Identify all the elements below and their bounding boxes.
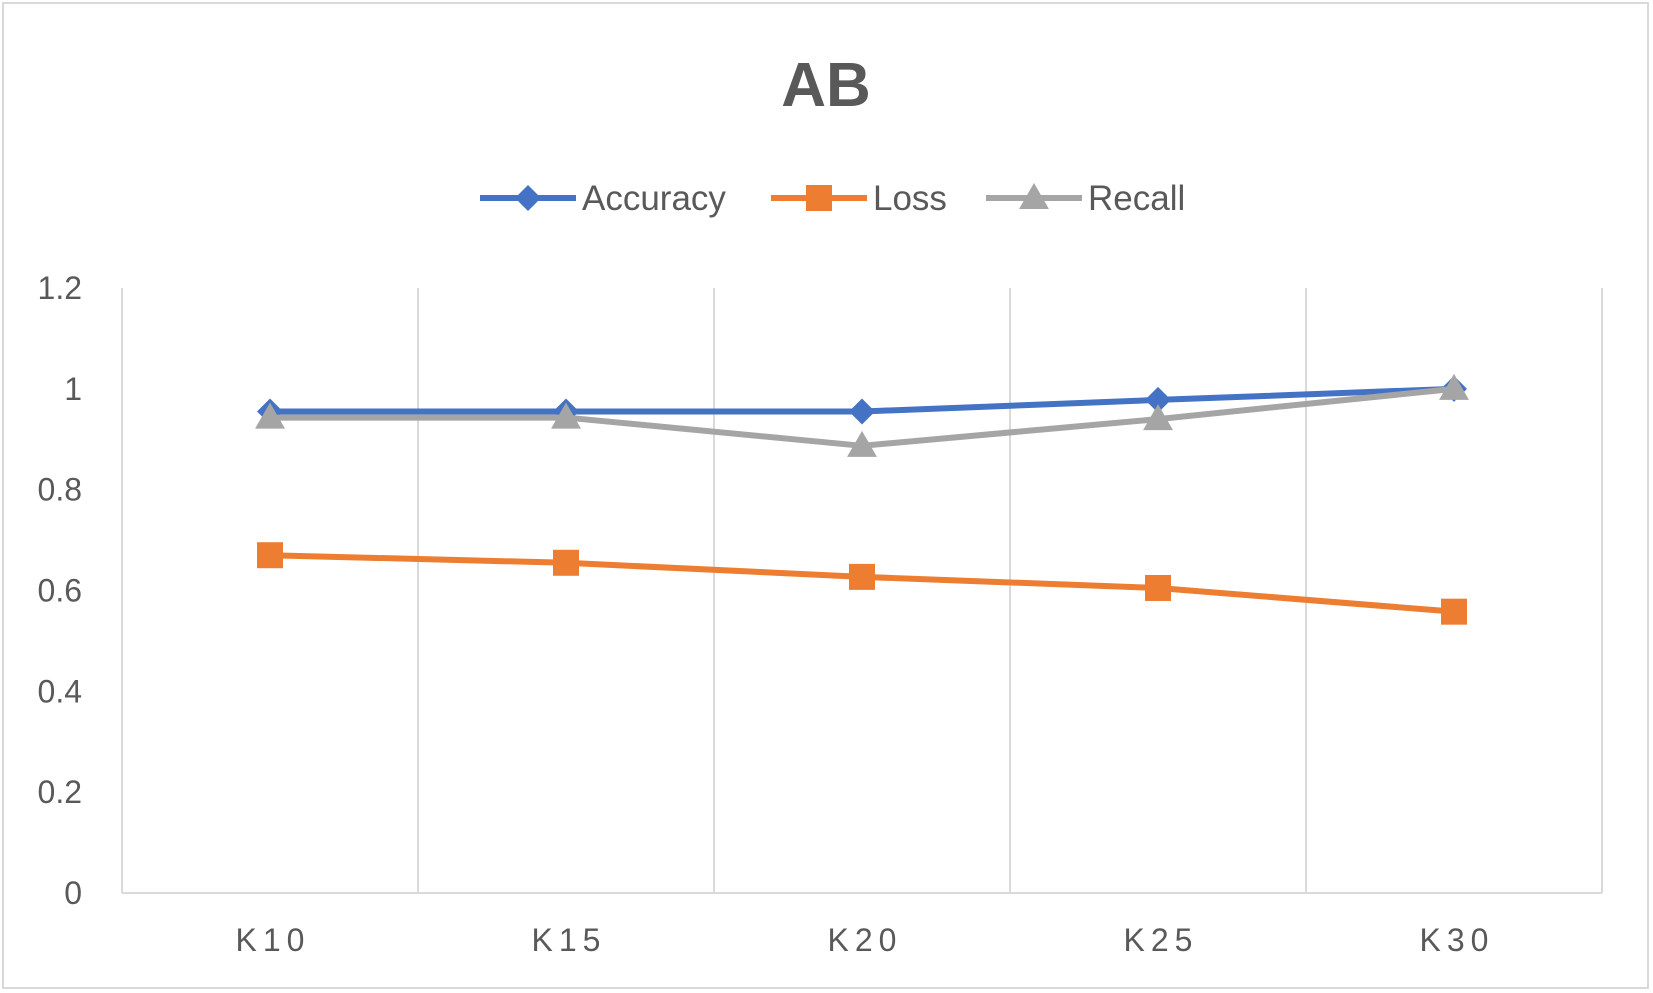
data-point-triangle — [847, 430, 877, 457]
y-tick-label: 1 — [64, 371, 82, 407]
x-tick-label: K30 — [1420, 922, 1495, 958]
series-layer — [255, 373, 1469, 625]
gridlines — [121, 288, 1603, 893]
data-point-diamond — [1145, 386, 1171, 413]
y-tick-label: 0 — [64, 875, 82, 911]
legend-item-recall: Recall — [986, 179, 1185, 218]
y-tick-label: 0.2 — [38, 774, 82, 810]
x-axis: K10 K15 K20 K25 K30 — [122, 892, 1602, 958]
data-point-triangle — [1439, 373, 1469, 400]
legend-label: Accuracy — [582, 179, 726, 218]
legend-item-accuracy: Accuracy — [480, 179, 726, 218]
data-point-square — [849, 563, 875, 590]
legend-label: Recall — [1088, 179, 1185, 218]
data-point-square — [1145, 574, 1171, 601]
x-tick-label: K20 — [828, 922, 903, 958]
y-tick-label: 1.2 — [38, 270, 82, 306]
y-tick-label: 0.6 — [38, 573, 82, 609]
data-point-triangle — [1143, 404, 1173, 431]
data-point-triangle — [255, 402, 285, 429]
data-point-square — [1441, 598, 1467, 625]
legend-item-loss: Loss — [771, 179, 947, 218]
x-tick-label: K15 — [532, 922, 607, 958]
legend-label: Loss — [873, 179, 947, 218]
data-point-square — [553, 549, 579, 576]
y-tick-label: 0.8 — [38, 472, 82, 508]
data-point-diamond — [849, 398, 875, 425]
data-point-triangle — [551, 402, 581, 429]
data-point-square — [257, 542, 283, 569]
x-tick-label: K10 — [236, 922, 311, 958]
data-point-triangle — [1019, 183, 1049, 210]
series-loss — [257, 542, 1467, 625]
series-recall — [255, 373, 1469, 457]
data-point-square — [806, 185, 832, 211]
y-axis: 0 0.2 0.4 0.6 0.8 1 1.2 — [38, 270, 82, 911]
data-point-diamond — [515, 185, 541, 211]
y-tick-label: 0.4 — [38, 673, 82, 709]
legend: Accuracy Loss Recall — [480, 179, 1185, 218]
x-tick-label: K25 — [1124, 922, 1199, 958]
chart-title: AB — [781, 51, 871, 120]
